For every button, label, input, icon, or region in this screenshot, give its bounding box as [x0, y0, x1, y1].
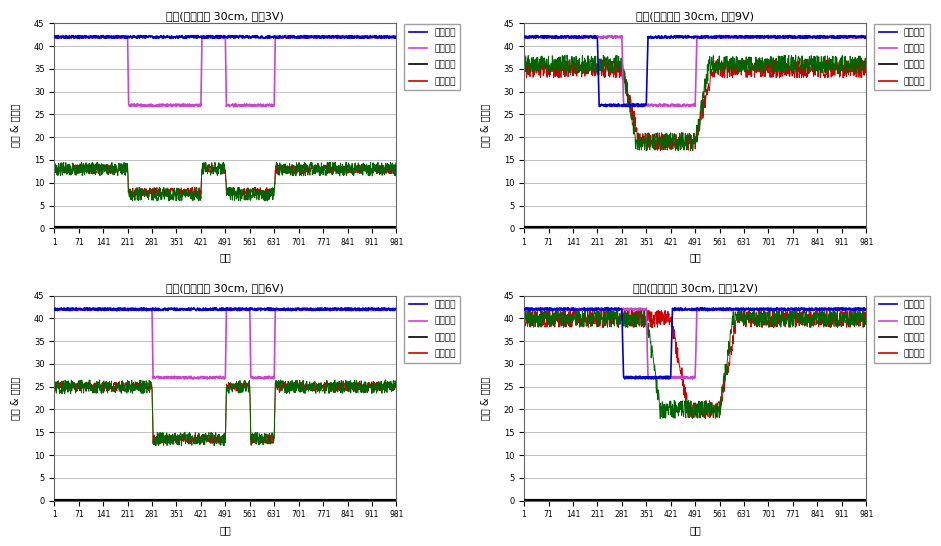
Y-axis label: 거리 & 회전수: 거리 & 회전수 [480, 104, 490, 147]
X-axis label: 시간: 시간 [219, 253, 231, 263]
Y-axis label: 거리 & 회전수: 거리 & 회전수 [10, 377, 20, 420]
X-axis label: 시간: 시간 [690, 253, 701, 263]
Title: 전방(기준높이 30cm, 속더3V): 전방(기준높이 30cm, 속더3V) [167, 11, 284, 21]
Y-axis label: 거리 & 회전수: 거리 & 회전수 [10, 104, 20, 147]
X-axis label: 시간: 시간 [219, 525, 231, 535]
Y-axis label: 거리 & 회전수: 거리 & 회전수 [480, 377, 490, 420]
Legend: 전방좌측, 전방우측, 좌측모터, 우측모터: 전방좌측, 전방우측, 좌측모터, 우측모터 [874, 296, 930, 363]
Title: 전방(기준높이 30cm, 속더6V): 전방(기준높이 30cm, 속더6V) [167, 283, 284, 293]
Title: 전방(기준높이 30cm, 속더12V): 전방(기준높이 30cm, 속더12V) [632, 283, 758, 293]
Legend: 전방좌측, 전방우측, 좌측모터, 우측모터: 전방좌측, 전방우측, 좌측모터, 우측모터 [405, 296, 460, 363]
Legend: 전방좌측, 전방우측, 좌측모터, 우측모터: 전방좌측, 전방우측, 좌측모터, 우측모터 [874, 23, 930, 91]
X-axis label: 시간: 시간 [690, 525, 701, 535]
Legend: 전방좌측, 전방우측, 좌측모터, 우측모터: 전방좌측, 전방우측, 좌측모터, 우측모터 [405, 23, 460, 91]
Title: 전방(기준높이 30cm, 속더9V): 전방(기준높이 30cm, 속더9V) [636, 11, 754, 21]
